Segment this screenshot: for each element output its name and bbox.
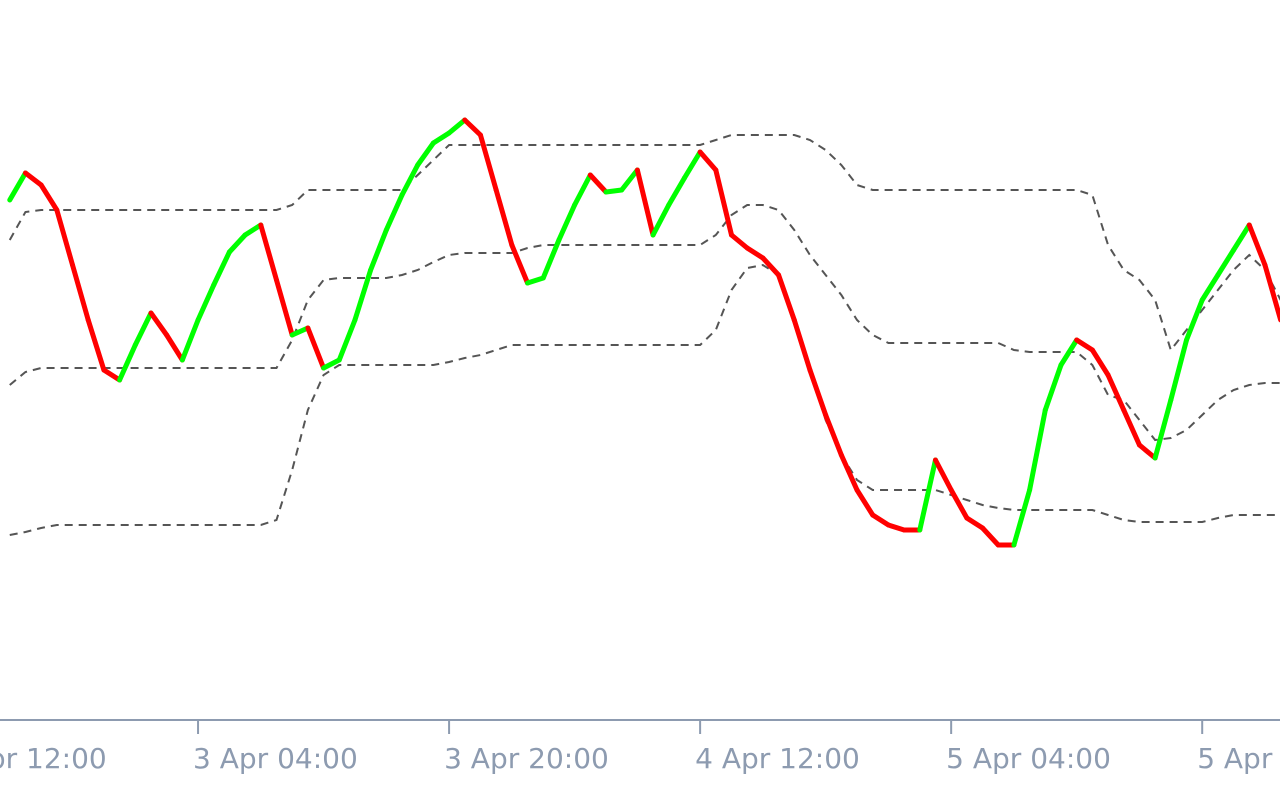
band-line xyxy=(9,263,1280,536)
price-segment xyxy=(1011,487,1033,548)
price-segment xyxy=(807,367,829,418)
price-segment xyxy=(619,167,640,193)
price-segment xyxy=(179,317,201,363)
price-segment xyxy=(729,232,750,251)
price-segment xyxy=(1074,337,1095,353)
price-segment xyxy=(321,357,342,371)
price-segment xyxy=(1184,297,1205,343)
price-segment xyxy=(368,227,389,273)
price-segment xyxy=(70,262,91,323)
price-segment xyxy=(838,452,860,493)
x-tick-label: 5 Apr 04:00 xyxy=(946,742,1111,775)
price-segment xyxy=(1215,247,1237,278)
price-segment xyxy=(1058,337,1080,368)
price-segment xyxy=(399,162,421,198)
price-segment xyxy=(697,149,719,173)
price-segment xyxy=(117,342,138,383)
price-segment xyxy=(164,332,185,363)
price-segment xyxy=(791,317,813,373)
price-segment xyxy=(1231,222,1252,253)
price-segment xyxy=(572,172,593,208)
price-segment xyxy=(1089,347,1111,378)
price-segment xyxy=(1042,362,1064,413)
price-segment xyxy=(681,149,703,181)
price-segment xyxy=(446,117,468,136)
price-segment xyxy=(1027,407,1048,493)
price-segment xyxy=(1168,337,1190,403)
price-segment xyxy=(477,132,499,193)
price-segment xyxy=(85,317,107,373)
price-segment xyxy=(336,317,358,363)
x-tick-label: 5 Apr 20:00 xyxy=(1197,742,1280,775)
price-segment xyxy=(462,117,483,138)
price-segment xyxy=(132,310,154,348)
price-segment xyxy=(352,267,374,323)
x-tick-label: 2 Apr 12:00 xyxy=(0,742,107,775)
price-segment xyxy=(148,310,170,338)
price-segment xyxy=(1121,407,1142,448)
price-segment xyxy=(7,170,28,203)
price-segment xyxy=(415,140,436,168)
price-segment xyxy=(383,192,405,233)
price-segment xyxy=(776,272,797,323)
x-tick-label: 3 Apr 04:00 xyxy=(193,742,358,775)
price-segment xyxy=(54,207,76,268)
price-segment xyxy=(980,525,1001,548)
price-segment xyxy=(1246,222,1268,268)
price-segment xyxy=(964,515,986,531)
price-segment xyxy=(38,182,60,213)
price-segment xyxy=(760,255,782,278)
price-segment xyxy=(666,175,687,208)
price-segment xyxy=(603,187,625,195)
price-segment xyxy=(22,170,44,188)
price-segment xyxy=(195,282,217,323)
price-segment xyxy=(885,522,907,533)
price-segment xyxy=(525,275,546,286)
price-segment xyxy=(744,245,766,261)
price-segment xyxy=(823,412,844,458)
price-segment xyxy=(1152,397,1174,461)
price-segment xyxy=(242,222,264,238)
price-segment xyxy=(430,130,452,146)
x-tick-label: 4 Apr 12:00 xyxy=(695,742,860,775)
price-segment xyxy=(289,325,311,338)
price-segment xyxy=(870,512,891,528)
price-segment xyxy=(854,487,876,518)
price-segment xyxy=(917,457,938,533)
price-segment xyxy=(509,242,531,286)
price-segment xyxy=(493,187,515,248)
price-segment xyxy=(713,167,734,238)
price-segment xyxy=(305,325,327,371)
price-segment xyxy=(634,167,656,238)
price-segment xyxy=(650,202,672,238)
price-segment xyxy=(540,237,562,281)
price-segment xyxy=(258,222,279,283)
price-segment xyxy=(587,172,609,195)
price-segment xyxy=(556,202,578,243)
x-tick-label: 3 Apr 20:00 xyxy=(444,742,609,775)
price-segment xyxy=(101,367,123,383)
price-segment xyxy=(1136,442,1158,461)
price-segment xyxy=(226,232,248,255)
price-segment xyxy=(1199,272,1221,303)
price-segment xyxy=(1105,372,1127,413)
price-segment xyxy=(211,249,232,288)
price-segment xyxy=(932,457,954,493)
price-segment xyxy=(948,487,970,521)
price-segment xyxy=(273,277,295,338)
band-line xyxy=(8,134,1280,353)
price-segment xyxy=(1262,262,1280,323)
